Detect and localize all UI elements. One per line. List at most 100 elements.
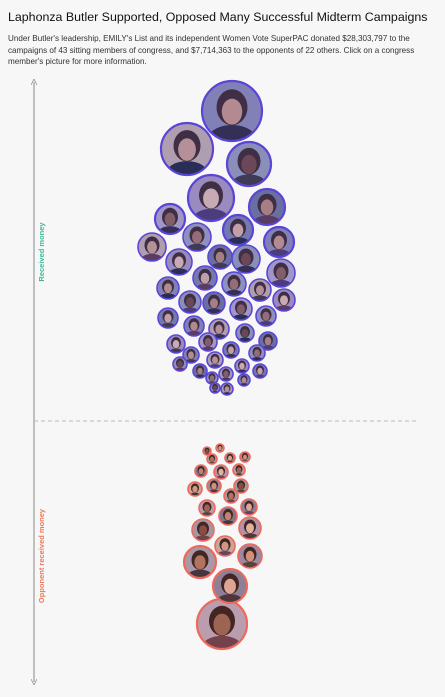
- page-title: Laphonza Butler Supported, Opposed Many …: [8, 10, 428, 24]
- bubble-ring: [172, 356, 188, 372]
- received-member-bubble[interactable]: [247, 187, 287, 235]
- portrait-photo: [236, 324, 254, 342]
- portrait-photo: [199, 333, 217, 351]
- bubble-ring: [229, 297, 253, 321]
- received-member-bubble[interactable]: [222, 341, 240, 363]
- bubble-ring: [178, 290, 202, 314]
- bubble-ring: [192, 363, 208, 379]
- received-member-bubble[interactable]: [153, 202, 187, 242]
- received-member-bubble[interactable]: [200, 79, 264, 156]
- received-member-bubble[interactable]: [207, 244, 233, 276]
- portrait-photo: [158, 308, 178, 328]
- opponent-member-bubble[interactable]: [240, 498, 258, 520]
- received-member-bubble[interactable]: [229, 297, 253, 326]
- opponent-member-bubble[interactable]: [206, 478, 222, 498]
- opponent-member-bubble[interactable]: [237, 543, 263, 575]
- received-member-bubble[interactable]: [262, 225, 296, 265]
- received-member-bubble[interactable]: [255, 305, 277, 332]
- bubble-ring: [187, 481, 203, 497]
- received-member-bubble[interactable]: [248, 278, 272, 307]
- portrait-photo: [193, 266, 217, 290]
- received-member-bubble[interactable]: [165, 248, 193, 282]
- portrait-photo: [249, 279, 271, 301]
- opponent-member-bubble[interactable]: [206, 453, 218, 468]
- portrait-photo: [184, 546, 216, 578]
- received-member-bubble[interactable]: [202, 291, 226, 320]
- bubble-ring: [206, 478, 222, 494]
- received-member-bubble[interactable]: [192, 265, 218, 297]
- opponent-member-bubble[interactable]: [187, 481, 203, 501]
- received-member-bubble[interactable]: [272, 288, 296, 317]
- portrait-photo: [267, 259, 295, 287]
- page-subtitle: Under Butler's leadership, EMILY's List …: [8, 34, 415, 67]
- bubble-ring: [233, 478, 249, 494]
- opponent-member-bubble[interactable]: [214, 535, 236, 562]
- opponent-member-bubble[interactable]: [239, 451, 251, 466]
- opponent-member-bubble[interactable]: [194, 464, 208, 481]
- opponent-member-bubble[interactable]: [232, 463, 246, 480]
- received-member-bubble[interactable]: [182, 222, 212, 259]
- received-member-bubble[interactable]: [172, 356, 188, 376]
- received-member-bubble[interactable]: [225, 140, 273, 197]
- received-member-bubble[interactable]: [218, 366, 234, 386]
- bubble-ring: [207, 244, 233, 270]
- bubble-ring: [258, 331, 278, 351]
- received-member-bubble[interactable]: [178, 290, 202, 319]
- received-member-bubble[interactable]: [206, 351, 224, 373]
- bubble-ring: [234, 358, 250, 374]
- opponent-member-bubble[interactable]: [198, 499, 216, 521]
- received-member-bubble[interactable]: [166, 334, 186, 359]
- received-member-bubble[interactable]: [252, 363, 268, 383]
- portrait-photo: [188, 175, 234, 221]
- bubble-ring: [237, 373, 251, 387]
- opponent-member-bubble[interactable]: [223, 488, 239, 508]
- opponent-member-bubble[interactable]: [218, 506, 238, 531]
- received-member-bubble[interactable]: [231, 244, 261, 281]
- received-member-bubble[interactable]: [220, 382, 234, 399]
- received-member-bubble[interactable]: [183, 315, 205, 342]
- received-member-bubble[interactable]: [156, 276, 180, 305]
- bubble-ring: [206, 453, 218, 465]
- received-axis-label: Received money: [37, 222, 46, 282]
- received-member-bubble[interactable]: [157, 307, 179, 334]
- received-member-bubble[interactable]: [234, 358, 250, 378]
- received-member-bubble[interactable]: [192, 363, 208, 383]
- portrait-photo: [273, 289, 295, 311]
- received-member-bubble[interactable]: [159, 121, 215, 188]
- received-member-bubble[interactable]: [137, 232, 167, 269]
- received-member-bubble[interactable]: [266, 258, 296, 295]
- opponent-member-bubble[interactable]: [215, 443, 225, 455]
- received-member-bubble[interactable]: [186, 173, 236, 233]
- received-member-bubble[interactable]: [221, 271, 247, 303]
- opponent-member-bubble[interactable]: [191, 518, 215, 547]
- bubble-ring: [208, 318, 230, 340]
- received-member-bubble[interactable]: [221, 213, 255, 253]
- bubble-ring: [137, 232, 167, 262]
- portrait-photo: [199, 500, 215, 516]
- opponent-member-bubble[interactable]: [182, 544, 218, 587]
- portrait-photo: [203, 292, 225, 314]
- portrait-photo: [208, 245, 232, 269]
- bubble-ring: [182, 346, 200, 364]
- opponent-member-bubble[interactable]: [238, 516, 262, 545]
- received-member-bubble[interactable]: [198, 332, 218, 357]
- bubble-ring: [239, 451, 251, 463]
- received-member-bubble[interactable]: [237, 373, 251, 390]
- opponent-member-bubble[interactable]: [211, 567, 249, 612]
- opponent-member-bubble[interactable]: [213, 464, 229, 484]
- received-member-bubble[interactable]: [248, 344, 266, 366]
- opponent-member-bubble[interactable]: [202, 446, 212, 458]
- portrait-photo: [256, 306, 276, 326]
- received-member-bubble[interactable]: [235, 323, 255, 348]
- received-member-bubble[interactable]: [258, 331, 278, 356]
- received-member-bubble[interactable]: [209, 382, 221, 397]
- portrait-photo: [249, 189, 285, 225]
- bubble-ring: [191, 518, 215, 542]
- bubble-ring: [211, 567, 249, 605]
- opponent-member-bubble[interactable]: [195, 597, 249, 662]
- bubble-ring: [218, 506, 238, 526]
- opponent-member-bubble[interactable]: [233, 478, 249, 498]
- received-member-bubble[interactable]: [182, 346, 200, 368]
- bubble-ring: [166, 334, 186, 354]
- opponent-member-bubble[interactable]: [224, 452, 236, 467]
